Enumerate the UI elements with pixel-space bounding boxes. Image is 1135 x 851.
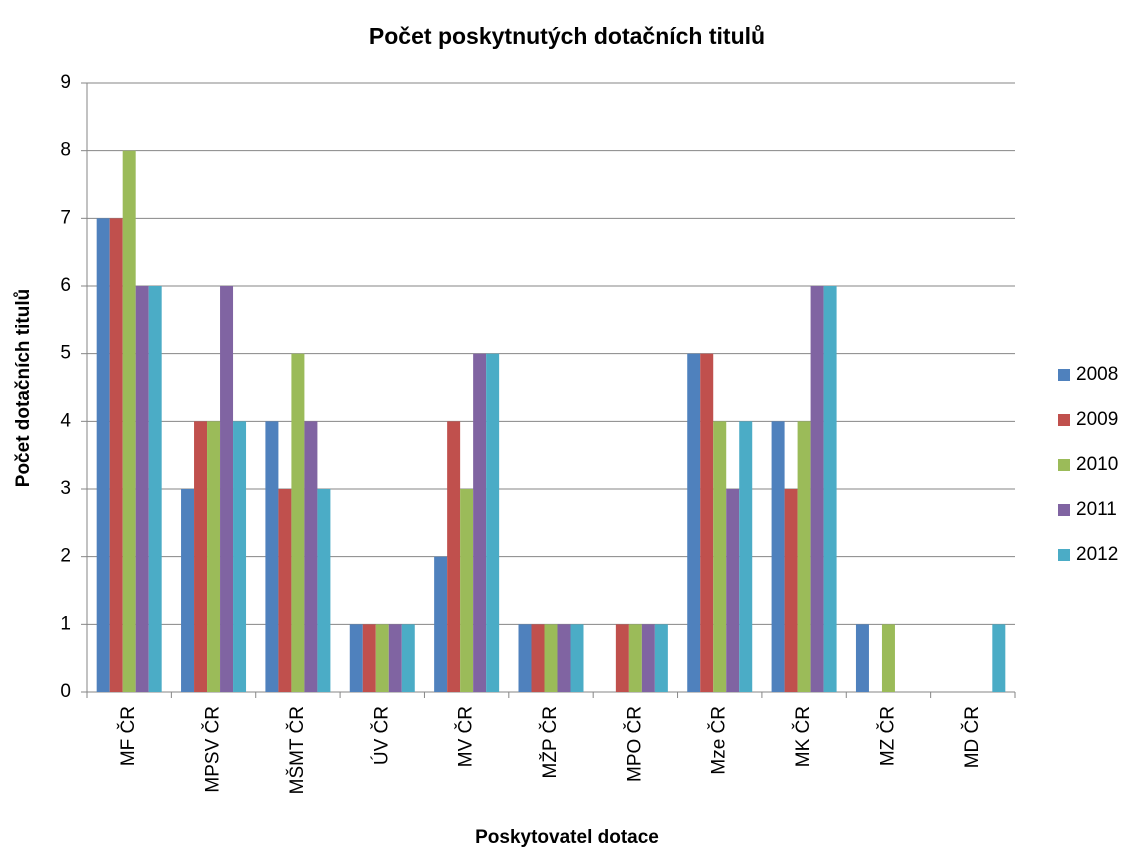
bar bbox=[810, 286, 824, 692]
y-tick-label: 4 bbox=[60, 410, 71, 431]
legend-label: 2009 bbox=[1076, 409, 1118, 430]
bar bbox=[687, 353, 701, 692]
bar bbox=[109, 218, 123, 693]
bar bbox=[823, 286, 837, 692]
bar bbox=[388, 624, 402, 692]
bar bbox=[615, 624, 629, 692]
bar bbox=[291, 353, 305, 692]
bar bbox=[135, 286, 149, 692]
bar bbox=[304, 421, 318, 692]
bar bbox=[713, 421, 727, 692]
y-axis-label: Počet dotačních titulů bbox=[13, 289, 34, 487]
chart-title: Počet poskytnutých dotačních titulů bbox=[369, 23, 765, 49]
bar bbox=[265, 421, 279, 692]
bar bbox=[194, 421, 208, 692]
y-tick-label: 1 bbox=[60, 613, 71, 634]
y-tick-label: 5 bbox=[60, 343, 71, 364]
bar bbox=[641, 624, 655, 692]
legend-swatch bbox=[1058, 414, 1070, 426]
legend-swatch bbox=[1058, 369, 1070, 381]
bar bbox=[739, 421, 753, 692]
bar bbox=[797, 421, 811, 692]
x-tick-label: MK ČR bbox=[792, 706, 814, 767]
x-tick-label: MŽP ČR bbox=[539, 706, 561, 778]
bar bbox=[460, 489, 474, 692]
bar bbox=[362, 624, 376, 692]
legend-swatch bbox=[1058, 459, 1070, 471]
y-tick-label: 8 bbox=[60, 140, 71, 161]
x-tick-label: Mze ČR bbox=[708, 706, 730, 775]
bar bbox=[486, 353, 500, 692]
bar bbox=[317, 489, 331, 692]
bar bbox=[122, 150, 136, 692]
bar bbox=[570, 624, 584, 692]
bar bbox=[518, 624, 532, 692]
bar bbox=[771, 421, 785, 692]
bar bbox=[531, 624, 545, 692]
bar bbox=[148, 286, 162, 692]
legend-swatch bbox=[1058, 504, 1070, 516]
bar bbox=[401, 624, 415, 692]
bar bbox=[784, 489, 798, 692]
y-tick-label: 3 bbox=[60, 478, 71, 499]
legend-label: 2008 bbox=[1076, 364, 1118, 385]
x-tick-label: MV ČR bbox=[455, 706, 477, 767]
bar bbox=[447, 421, 461, 692]
legend-swatch bbox=[1058, 549, 1070, 561]
x-tick-label: MŠMT ČR bbox=[286, 706, 308, 794]
y-tick-label: 0 bbox=[60, 681, 71, 702]
bar bbox=[233, 421, 247, 692]
bar bbox=[557, 624, 571, 692]
bar bbox=[628, 624, 642, 692]
x-tick-label: ÚV ČR bbox=[370, 706, 392, 765]
x-tick-label: MD ČR bbox=[961, 706, 983, 768]
bar bbox=[473, 353, 487, 692]
bar bbox=[349, 624, 363, 692]
x-tick-label: MPO ČR bbox=[623, 706, 645, 782]
legend-label: 2011 bbox=[1076, 499, 1117, 520]
y-tick-label: 6 bbox=[60, 275, 71, 296]
bar bbox=[375, 624, 389, 692]
bar bbox=[855, 624, 869, 692]
bar bbox=[220, 286, 234, 692]
bar bbox=[96, 218, 110, 693]
bar bbox=[434, 556, 448, 692]
bar bbox=[992, 624, 1006, 692]
legend-label: 2010 bbox=[1076, 454, 1118, 475]
bar bbox=[278, 489, 292, 692]
x-tick-label: MZ ČR bbox=[876, 706, 898, 766]
y-tick-label: 7 bbox=[60, 207, 71, 228]
y-tick-label: 9 bbox=[60, 72, 71, 93]
bar bbox=[654, 624, 668, 692]
x-tick-label: MF ČR bbox=[117, 706, 139, 766]
legend-label: 2012 bbox=[1076, 544, 1118, 565]
bar bbox=[181, 489, 195, 692]
bar bbox=[544, 624, 558, 692]
x-axis-label: Poskytovatel dotace bbox=[475, 827, 659, 848]
bar bbox=[700, 353, 714, 692]
y-tick-label: 2 bbox=[60, 546, 71, 567]
bar bbox=[207, 421, 221, 692]
bar bbox=[881, 624, 895, 692]
bar bbox=[726, 489, 740, 692]
x-tick-label: MPSV ČR bbox=[202, 706, 224, 793]
